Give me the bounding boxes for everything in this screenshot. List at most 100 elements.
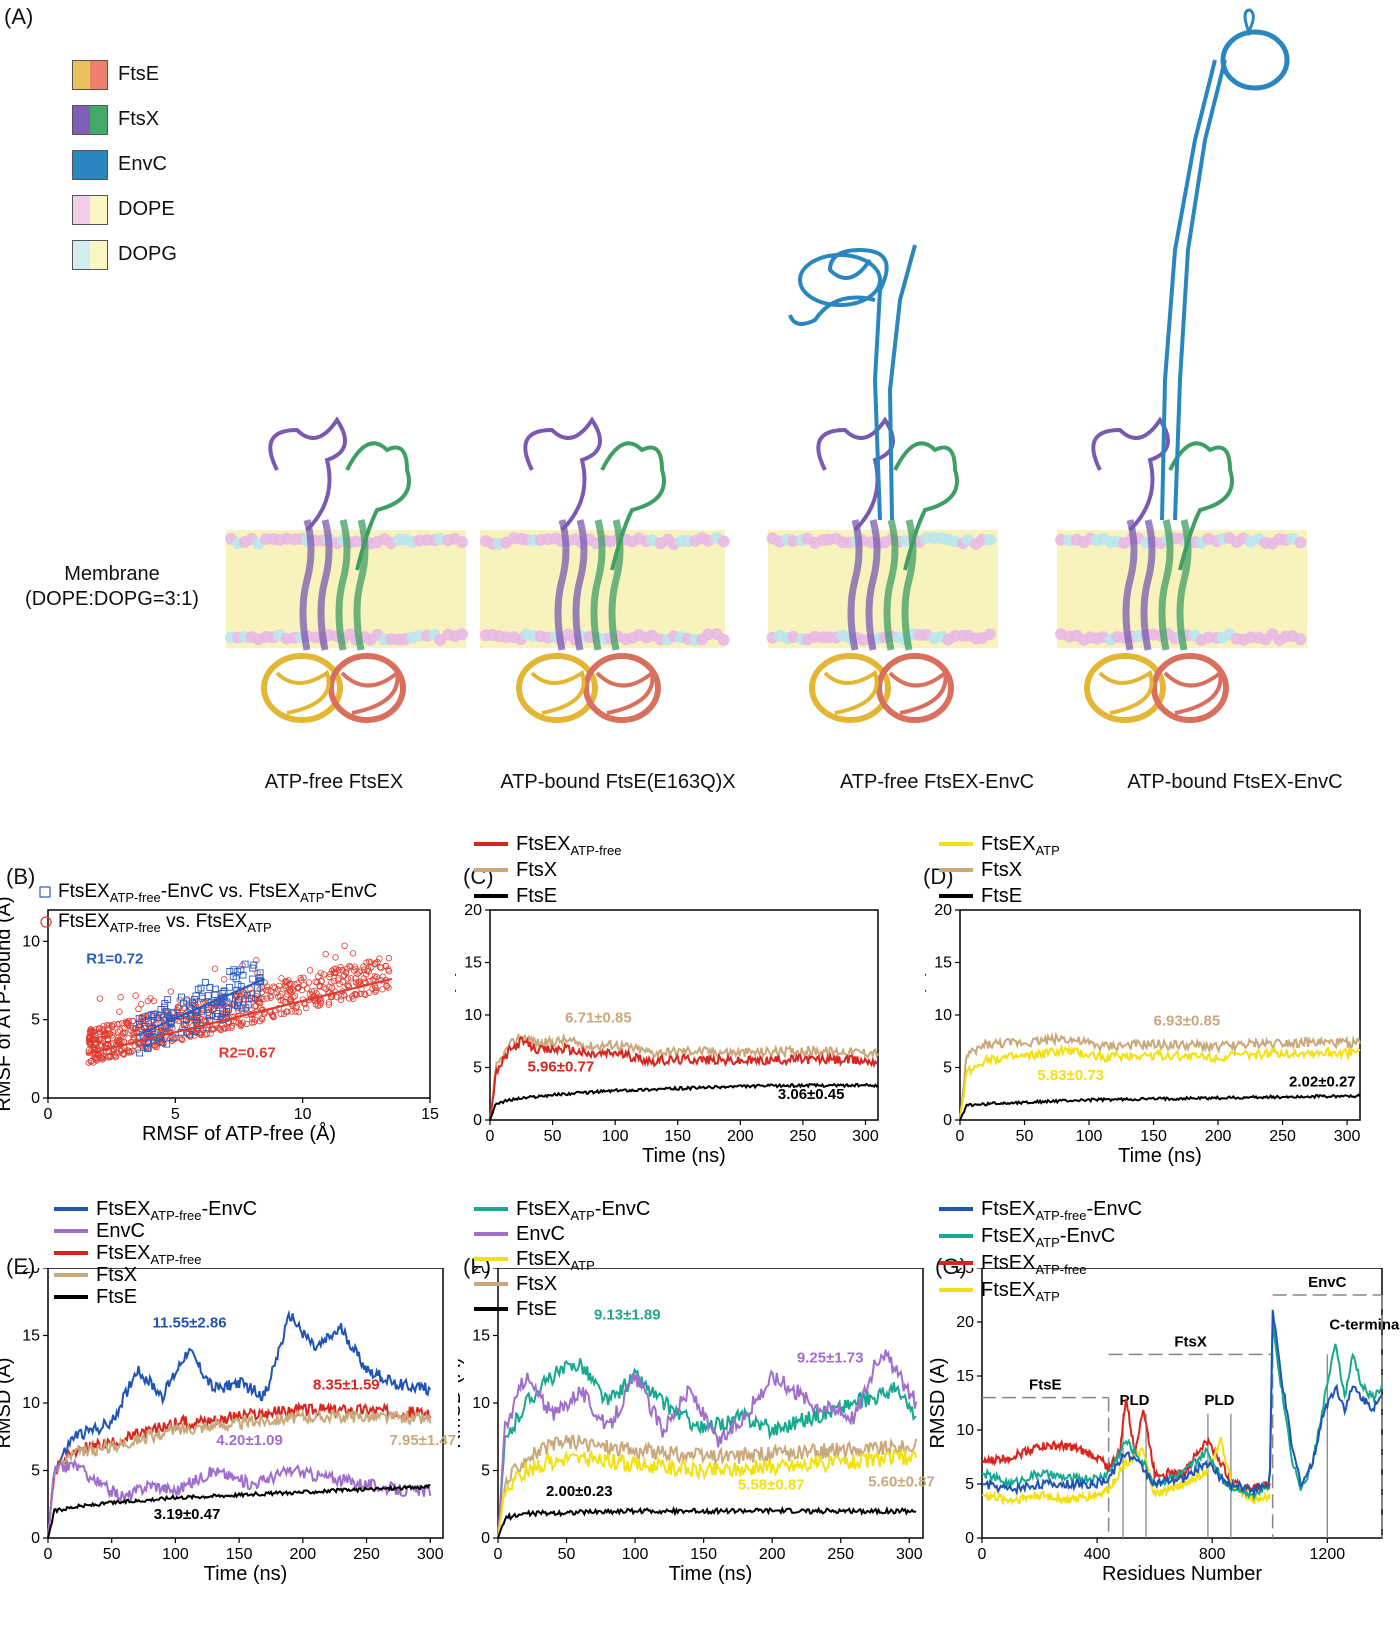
legend-label: FtsEXATP-EnvC [516,1198,650,1223]
scatter-point-blue [153,1014,161,1022]
scatter-point-red [295,1008,303,1016]
annotation-label: 7.95±1.47 [389,1432,456,1449]
scatter-point-red [257,999,264,1006]
y-axis-label: RMSD (Å) [0,1357,15,1448]
annotation-label: 6.93±0.85 [1154,1013,1221,1030]
scatter-point-red [237,1020,244,1027]
scatter-point-red [132,1025,139,1033]
scatter-point-blue [226,968,234,975]
scatter-point-red [280,986,287,993]
scatter-point-red [365,989,373,996]
scatter-point-blue [230,966,238,974]
legend-label-envc: EnvC [118,153,167,175]
lipid-head-bottom [983,628,996,641]
scatter-point-blue [163,1040,171,1048]
chart-f-y-tick-label: 5 [481,1463,490,1480]
chart-d-x-tick-label: 300 [1334,1128,1361,1145]
annotation-label: 3.06±0.45 [778,1086,845,1103]
chart-c-x-tick-label: 300 [852,1128,879,1145]
lipid-head-bottom [702,628,715,641]
scatter-point-red [326,973,333,981]
lipid-head-bottom [455,628,468,641]
scatter-point-red [195,1018,202,1025]
scatter-point-red [318,978,325,985]
legend-part: FtsEX [58,911,110,932]
scatter-point-red [102,1041,109,1048]
legend-label-subscript: ATP [1035,1289,1059,1304]
correlation-label-r1: R1=0.72 [86,950,143,967]
series-line-ftsex-atp-envc [497,1357,917,1539]
chart-d-x-tick-label: 50 [1016,1128,1034,1145]
annotation-label: 8.35±1.59 [313,1377,380,1394]
scatter-point-blue [185,1030,193,1038]
x-axis-label: RMSF of ATP-free (Å) [142,1122,336,1145]
chart-g-y-tick-label: 25 [956,1268,974,1277]
scatter-point-red [123,1019,130,1027]
legend-marker-square [39,886,51,898]
scatter-point-red [284,991,291,998]
scatter-point-red [335,977,342,984]
series-line-ftsx [959,1031,1361,1121]
scatter-point-red [108,1032,116,1039]
scatter-point-blue [211,985,219,993]
scatter-point-red [385,984,392,991]
chart-d-y-tick-label: 10 [934,1007,952,1024]
legend-label-ftse: FtsE [118,63,160,85]
ftse-domain [328,653,406,723]
region-label-ftse: FtsE [1029,1377,1062,1394]
ftse-domain-loop [888,669,948,715]
scatter-point-red [355,979,363,986]
chart-d-x-tick-label: 250 [1269,1128,1296,1145]
scatter-point-red [363,967,371,974]
sub-region-label-c-terminal: C-terminal [1329,1317,1400,1334]
annotation-label: 5.83±0.73 [1037,1067,1104,1084]
chart-g-x-tick-label: 800 [1199,1546,1226,1563]
legend-label-subscript: ATP [1035,1235,1059,1250]
legend-label-main: FtsX [981,859,1022,881]
scatter-point-blue [211,991,219,999]
ftsx-tm-helix [335,519,351,651]
chart-b-x-tick-label: 10 [294,1106,312,1123]
scatter-point-red [201,1016,209,1023]
scatter-point-red [96,995,104,1002]
scatter-point-blue [204,992,212,1000]
scatter-point-red [252,1002,260,1010]
x-axis-label: Time (ns) [1118,1145,1202,1167]
scatter-point-red [120,1051,128,1058]
structure-label-atp-free-ftsex: ATP-free FtsEX [264,771,404,793]
chart-b-x-tick-label: 5 [171,1106,180,1123]
envc-globular-domain [798,253,882,307]
scatter-point-blue [157,1006,165,1013]
y-axis-label: RMSD (Å) [925,969,927,1060]
ftsx-tm-helix [572,519,588,651]
sub-region-label-pld: PLD [1120,1392,1150,1409]
chart-f-rmsd-atp-envc: 0 50 100 150 200 250 300 0 5 10 15 20 9.13±1.89 9.25±… [458,1268,935,1585]
scatter-point-blue [243,991,251,999]
chart-d-x-tick-label: 150 [1140,1128,1167,1145]
annotation-label: 2.02±0.27 [1289,1073,1356,1090]
chart-c-y-tick-label: 0 [473,1112,482,1129]
chart-b-plot-frame [47,909,431,1099]
scatter-point-blue [201,979,209,987]
legend-part: FtsEX [58,881,110,902]
scatter-point-red [379,973,387,980]
legend-label: FtsEXATP-free-EnvC [981,1198,1142,1223]
scatter-point-red [120,1029,127,1037]
fit-line [136,977,265,1037]
ftsx-tm-helix [865,519,881,651]
legend-label-dope: DOPE [118,198,175,220]
scatter-point-red [349,950,357,957]
legend-label: FtsE [516,885,557,907]
correlation-label-r2: R2=0.67 [219,1044,276,1061]
scatter-point-red [87,1058,94,1065]
legend-label-main: FtsEX [981,1252,1035,1274]
scatter-point-red [317,999,325,1007]
scatter-point-red [263,987,270,994]
legend-label: EnvC [96,1220,145,1242]
membrane-label-composition: (DOPE:DOPG=3:1) [25,588,199,610]
scatter-point-blue [141,1023,148,1031]
legend-label-subscript: ATP [1035,843,1059,858]
legend-sub: ATP-free [110,920,161,935]
scatter-point-blue [206,984,214,991]
legend-sub: ATP-free [110,890,161,905]
